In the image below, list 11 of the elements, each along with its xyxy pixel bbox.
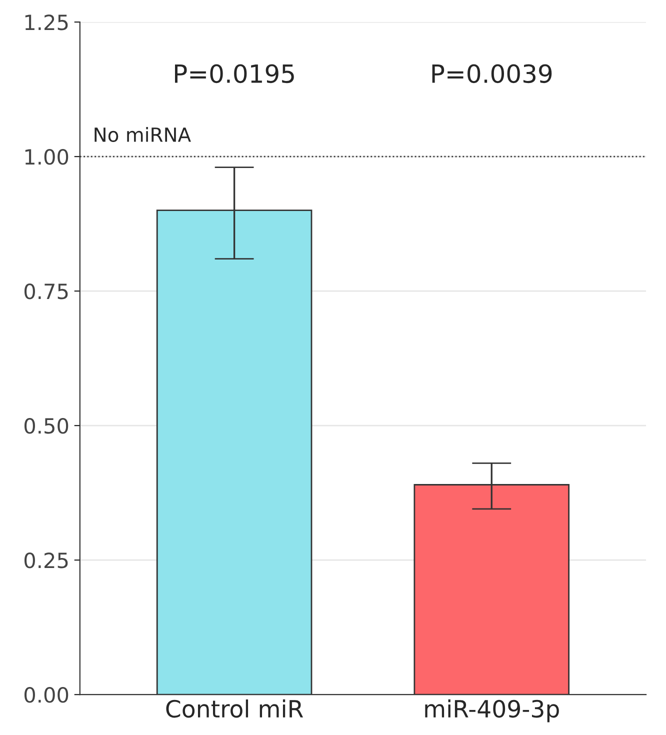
x-tick-label: miR-409-3p (425, 699, 559, 722)
annotation: P=0.0195 (175, 64, 294, 84)
y-tick-label: 1.00 (25, 149, 68, 165)
annotation: P=0.0039 (432, 64, 552, 84)
y-tick-label: 0.50 (24, 418, 68, 434)
ref-line-label: No miRNA (94, 126, 191, 142)
y-tick-label: 0.25 (24, 552, 68, 568)
y-tick-label: 1.25 (25, 14, 68, 30)
x-tick-label: Control miR (166, 699, 304, 718)
y-tick-label: 0.00 (24, 687, 68, 703)
y-tick-label: 0.75 (24, 284, 68, 300)
